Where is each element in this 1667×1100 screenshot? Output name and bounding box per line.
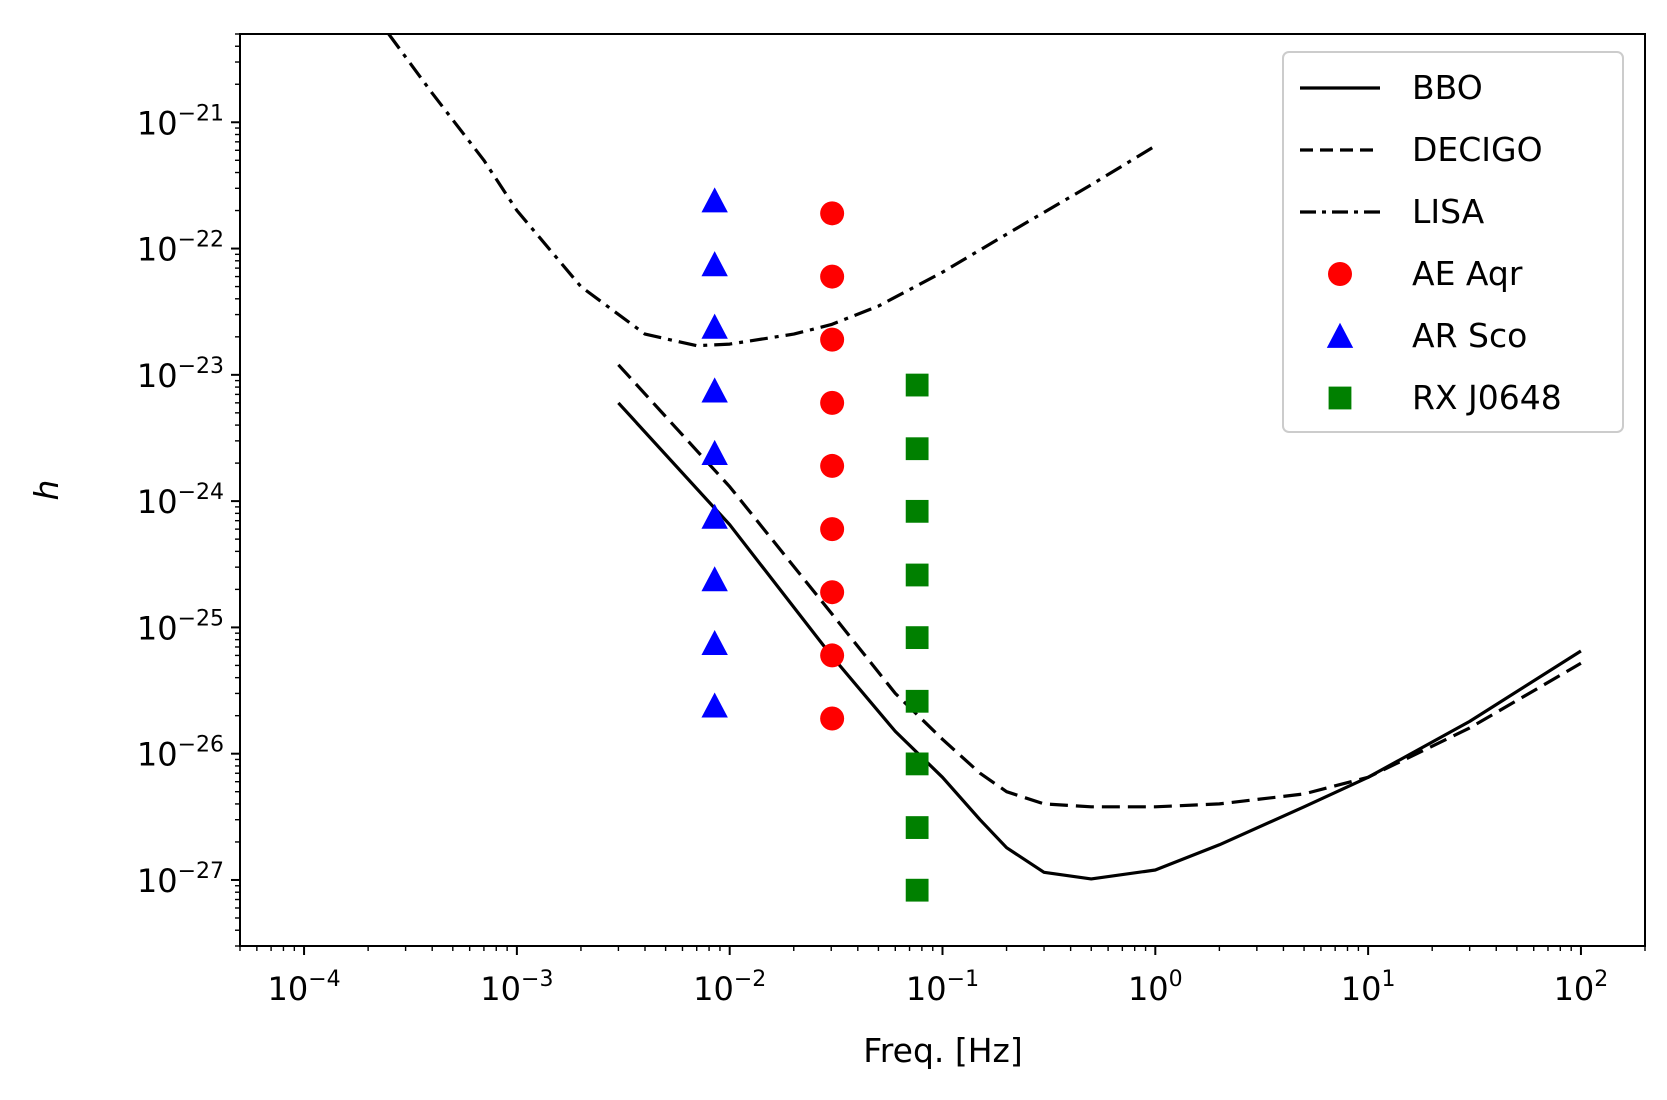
plot-markers bbox=[701, 187, 929, 902]
x-tick-exponent: −3 bbox=[521, 967, 553, 992]
y-axis-label: h bbox=[27, 480, 66, 501]
legend-lisa-label: LISA bbox=[1412, 192, 1485, 231]
y-tick-base: 10 bbox=[137, 609, 178, 647]
y-tick-exponent: −21 bbox=[178, 101, 224, 126]
ae-aqr-marker bbox=[820, 453, 845, 478]
x-tick-exponent: −1 bbox=[947, 967, 979, 992]
x-tick-label: 100 bbox=[1128, 967, 1183, 1008]
y-tick-label: 10−23 bbox=[137, 354, 224, 395]
rx-j0648-marker bbox=[905, 878, 929, 902]
y-tick-exponent: −27 bbox=[178, 859, 224, 884]
x-tick-exponent: 1 bbox=[1381, 967, 1395, 992]
ar-sco-marker bbox=[701, 692, 728, 718]
decigo-curve bbox=[617, 363, 1582, 809]
y-tick-base: 10 bbox=[137, 357, 178, 395]
legend-rx-j0648-label: RX J0648 bbox=[1412, 378, 1562, 417]
legend-ar-sco-label: AR Sco bbox=[1412, 316, 1527, 355]
ar-sco-marker bbox=[701, 629, 728, 656]
ar-sco-marker bbox=[701, 251, 728, 277]
rx-j0648-marker bbox=[905, 752, 929, 776]
ar-sco-marker bbox=[701, 566, 728, 592]
rx-j0648-marker bbox=[905, 499, 929, 523]
y-tick-base: 10 bbox=[137, 862, 178, 900]
legend-bbo-label: BBO bbox=[1412, 68, 1483, 107]
x-tick-label: 10−1 bbox=[906, 967, 979, 1008]
y-tick-exponent: −22 bbox=[178, 228, 224, 253]
x-tick-base: 10 bbox=[1128, 970, 1169, 1008]
x-tick-base: 10 bbox=[693, 970, 734, 1008]
y-tick-exponent: −24 bbox=[178, 480, 224, 505]
x-tick-label: 10−4 bbox=[267, 967, 340, 1008]
y-tick-label: 10−25 bbox=[137, 606, 224, 647]
x-tick-label: 101 bbox=[1341, 967, 1396, 1008]
x-tick-exponent: −2 bbox=[734, 967, 766, 992]
ae-aqr-marker bbox=[820, 201, 845, 226]
y-tick-exponent: −23 bbox=[178, 354, 224, 379]
y-tick-label: 10−24 bbox=[137, 480, 224, 521]
ae-aqr-marker bbox=[820, 706, 845, 731]
x-tick-base: 10 bbox=[480, 970, 521, 1008]
bbo-curve bbox=[617, 401, 1582, 881]
x-tick-label: 10−3 bbox=[480, 967, 553, 1008]
x-tick-base: 10 bbox=[906, 970, 947, 1008]
legend-ar-sco-swatch bbox=[1326, 322, 1354, 348]
ar-sco-marker bbox=[701, 439, 728, 465]
y-tick-label: 10−26 bbox=[137, 733, 224, 774]
x-tick-label: 10−2 bbox=[693, 967, 766, 1008]
rx-j0648-marker bbox=[905, 563, 929, 587]
ar-sco-marker bbox=[701, 377, 728, 403]
legend-decigo-label: DECIGO bbox=[1412, 130, 1543, 169]
y-tick-base: 10 bbox=[137, 231, 178, 269]
y-tick-label: 10−22 bbox=[137, 228, 224, 269]
legend: BBO DECIGO LISA AE Aqr AR Sco RX J0648 bbox=[1282, 51, 1624, 433]
plot-lines bbox=[387, 34, 1582, 881]
ar-sco-marker bbox=[701, 313, 728, 339]
legend-ae-aqr-label: AE Aqr bbox=[1412, 254, 1523, 293]
y-tick-exponent: −26 bbox=[178, 733, 224, 758]
x-tick-base: 10 bbox=[267, 970, 308, 1008]
rx-j0648-marker bbox=[905, 816, 929, 839]
legend-box bbox=[1282, 51, 1624, 433]
ae-aqr-marker bbox=[820, 264, 845, 289]
ae-aqr-marker bbox=[820, 580, 845, 605]
x-tick-exponent: 0 bbox=[1169, 967, 1183, 992]
ae-aqr-marker bbox=[820, 327, 845, 352]
rx-j0648-marker bbox=[905, 626, 929, 650]
y-tick-exponent: −25 bbox=[178, 606, 224, 631]
y-tick-base: 10 bbox=[137, 483, 178, 521]
x-tick-base: 10 bbox=[1341, 970, 1382, 1008]
y-tick-base: 10 bbox=[137, 104, 178, 142]
legend-ae-aqr-swatch bbox=[1328, 262, 1352, 286]
y-tick-label: 10−27 bbox=[137, 859, 224, 900]
x-tick-label: 102 bbox=[1554, 967, 1609, 1008]
ae-aqr-marker bbox=[820, 517, 845, 542]
x-tick-exponent: −4 bbox=[308, 967, 340, 992]
x-tick-base: 10 bbox=[1554, 970, 1595, 1008]
ae-aqr-marker bbox=[820, 390, 845, 415]
x-tick-exponent: 2 bbox=[1594, 967, 1608, 992]
x-axis-ticks: 10−4 10−3 10−2 10−1 100 101 102 bbox=[239, 946, 1646, 1008]
legend-rx-j0648-swatch bbox=[1328, 386, 1352, 410]
ar-sco-marker bbox=[701, 503, 728, 529]
x-axis-label: Freq. [Hz] bbox=[863, 1031, 1023, 1070]
rx-j0648-marker bbox=[905, 373, 929, 397]
ae-aqr-marker bbox=[820, 643, 845, 668]
rx-j0648-marker bbox=[905, 689, 929, 713]
lisa-curve bbox=[387, 34, 1157, 348]
y-tick-base: 10 bbox=[137, 736, 178, 774]
ar-sco-marker bbox=[701, 187, 728, 213]
y-tick-label: 10−21 bbox=[137, 101, 224, 142]
rx-j0648-marker bbox=[905, 437, 929, 461]
